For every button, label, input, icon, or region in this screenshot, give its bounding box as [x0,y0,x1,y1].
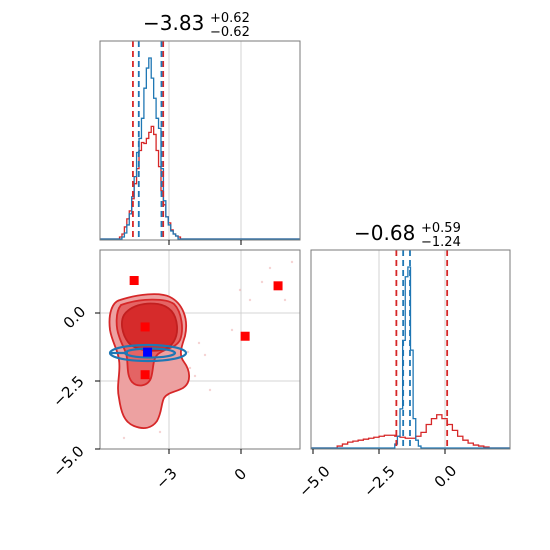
hist-2-steps [311,266,510,449]
hist-2-frame [310,249,511,450]
scatter-ytick-label: 0.0 [60,303,90,333]
hist-2-title: −0.68 [354,221,415,245]
scatter-markers [129,276,283,380]
scatter-ytick-label: −5.0 [49,442,87,480]
hist-2-title-lower: −1.24 [421,235,461,250]
scatter-marker-red [140,322,150,332]
scatter-frame [99,249,301,450]
hist-2-xtick-label: −5.0 [295,462,333,500]
hist-2-title-upper: +0.59 [421,221,461,236]
hist-1-frame [99,40,301,241]
hist-1-title-upper: +0.62 [210,11,250,26]
hist-1-steps [100,57,300,240]
scatter-xtick-label: −3 [152,464,180,492]
hist-1-series-red [100,125,300,240]
hist-2-series-blue [311,266,510,449]
scatter-marker-red [273,281,283,291]
hist-1-quantile-lines [132,41,165,240]
hist-1-series-blue [100,57,300,240]
scatter-ytick-label: −2.5 [49,372,87,410]
scatter-panel: −3 0 0.0 −2.5 −5.0 [49,249,301,493]
hist-2-title-main: −0.68 [354,221,415,245]
hist-panel-1: −3.83 +0.62 −0.62 [99,11,301,245]
hist-1-title-lower: −0.62 [210,25,250,40]
hist-1-title: −3.83 [143,11,204,35]
red-contours [108,293,191,429]
hist-2-xtick-label: −2.5 [360,462,398,500]
scatter-marker-blue [143,347,153,357]
hist-2-quantile-lines [395,250,449,449]
hist-1-title-main: −3.83 [143,11,204,35]
scatter-marker-red [140,370,150,380]
scatter-marker-red [129,276,139,286]
hist-2-xtick-label: 0.0 [431,462,461,492]
scatter-marker-red [240,331,250,341]
hist-panel-2: −0.68 +0.59 −1.24 −5.0 −2.5 0.0 [295,221,511,501]
scatter-xtick-label: 0 [231,465,250,484]
